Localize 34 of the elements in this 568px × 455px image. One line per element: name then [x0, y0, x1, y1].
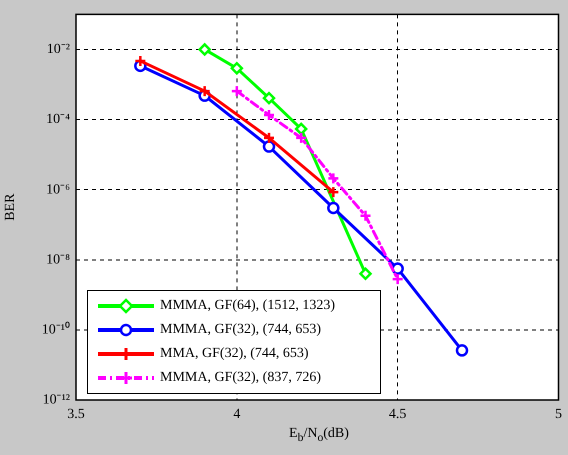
x-tick-label: 3.5 — [67, 407, 85, 422]
y-axis-title: BER — [3, 192, 18, 221]
point — [294, 122, 308, 136]
point — [327, 172, 340, 185]
legend-label: MMMA, GF(32), (837, 726) — [160, 370, 321, 386]
legend-label: MMMA, GF(64), (1512, 1323) — [160, 298, 335, 314]
point — [262, 108, 276, 122]
y-tick-label: 10⁻² — [46, 42, 70, 58]
x-axis-title: E$_{b}$/N$_{o}$(dB) — [288, 426, 350, 444]
point — [262, 132, 276, 144]
point — [391, 272, 404, 286]
x-tick-label: 4 — [233, 407, 240, 422]
point — [230, 84, 244, 98]
x-tick-label: 4.5 — [388, 407, 406, 422]
point — [134, 54, 147, 68]
y-tick-label: 10⁻⁶ — [46, 182, 70, 198]
x-tick-label: 5 — [555, 407, 562, 422]
y-tick-label: 10⁻¹⁰ — [42, 322, 70, 338]
legend-label: MMMA, GF(32), (744, 653) — [160, 322, 321, 338]
point — [230, 62, 244, 75]
point — [198, 43, 211, 56]
point — [262, 92, 276, 104]
point — [198, 84, 211, 98]
point — [327, 186, 340, 198]
y-tick-label: 10⁻¹² — [42, 392, 70, 408]
point — [456, 344, 468, 357]
y-tick-label: 10⁻⁸ — [46, 252, 70, 268]
y-tick-label: 10⁻⁴ — [46, 112, 70, 128]
point — [359, 210, 372, 222]
point — [327, 202, 340, 214]
legend-label: MMA, GF(32), (744, 653) — [160, 346, 309, 362]
point — [294, 132, 308, 144]
point — [359, 267, 372, 280]
point — [262, 140, 276, 153]
